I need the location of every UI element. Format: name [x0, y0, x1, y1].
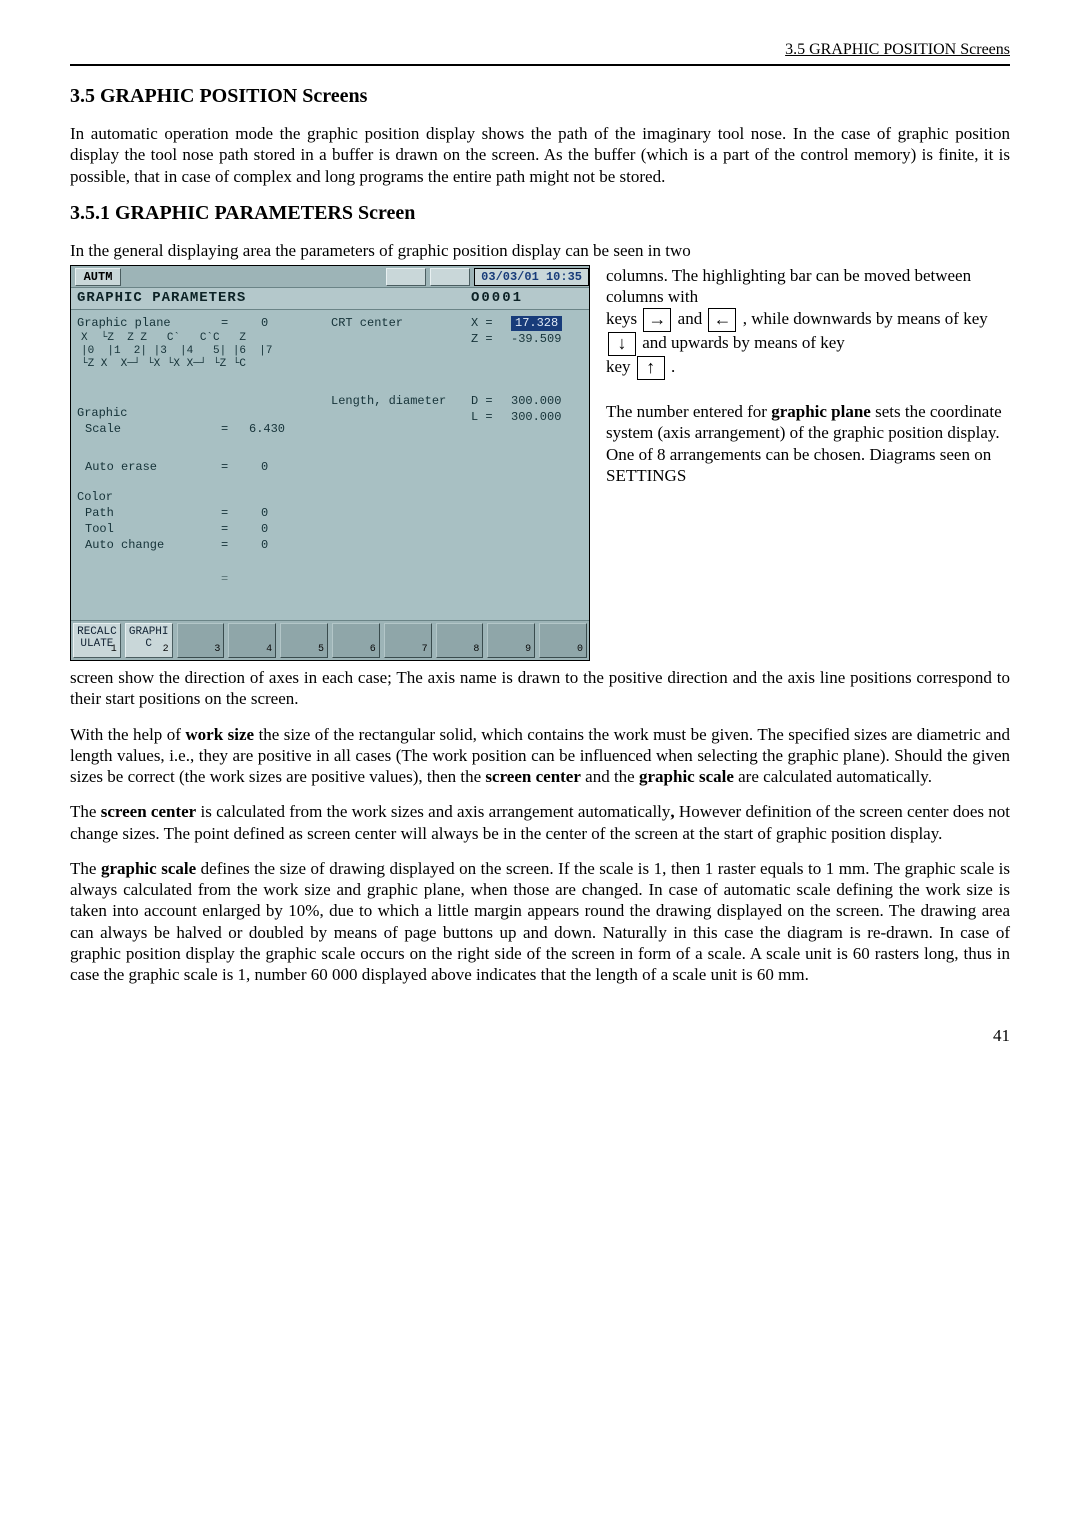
side-1d: .	[671, 357, 675, 376]
para-5: The screen center is calculated from the…	[70, 801, 1010, 844]
side-2a: The number entered for	[606, 402, 771, 421]
lbl-color: Color	[77, 490, 113, 505]
crt-screenshot: AUTM 03/03/01 10:35 GRAPHIC PARAMETERS O…	[70, 265, 590, 661]
lbl-length-dia: Length, diameter	[331, 394, 446, 409]
val-z: -39.509	[511, 332, 561, 347]
side-keys-post: , while downwards by means of key	[743, 309, 988, 328]
bold-graphic-plane: graphic plane	[771, 402, 871, 421]
arrow-down-icon: ↓	[608, 332, 636, 356]
bold-graphic-scale-2: graphic scale	[101, 859, 196, 878]
plane-ascii-grid: X └Z Z Z C` C`C Z |0 |1 2| |3 |4 5| |6 |…	[81, 332, 272, 371]
bold-screen-center-2: screen center	[101, 802, 197, 821]
fkey-4[interactable]: 4	[228, 623, 276, 658]
arrow-right-icon: →	[643, 308, 671, 332]
blank-slot-2	[430, 268, 470, 286]
lbl-auto-change: Auto change	[85, 538, 164, 553]
lbl-zeq: Z =	[471, 332, 493, 347]
val-graphic-plane: 0	[261, 316, 268, 331]
screen-title: GRAPHIC PARAMETERS	[77, 290, 246, 308]
crt-fkey-bar: RECALCULATE1 GRAPHIC2 3 4 5 6 7 8 9 0	[71, 620, 589, 660]
lbl-path: Path	[85, 506, 114, 521]
val-d: 300.000	[511, 394, 561, 409]
arrow-left-icon: ←	[708, 308, 736, 332]
bold-screen-center-1: screen center	[485, 767, 581, 786]
lbl-crt-center: CRT center	[331, 316, 403, 331]
header-rule	[70, 64, 1010, 66]
val-x[interactable]: 17.328	[511, 316, 562, 331]
val-path: 0	[261, 506, 268, 521]
para-lead: In the general displaying area the param…	[70, 240, 1010, 261]
side-keys-pre: keys	[606, 309, 637, 328]
arrow-up-icon: ↑	[637, 356, 665, 380]
fkey-7[interactable]: 7	[384, 623, 432, 658]
fkey-8[interactable]: 8	[436, 623, 484, 658]
side-1c: and upwards by means of key	[642, 333, 845, 352]
lbl-graphic: Graphic	[77, 406, 127, 421]
para-intro: In automatic operation mode the graphic …	[70, 123, 1010, 187]
lbl-auto-erase: Auto erase	[85, 460, 157, 475]
program-number: O0001	[471, 290, 523, 308]
lbl-graphic-plane: Graphic plane	[77, 316, 171, 331]
blank-slot-1	[386, 268, 426, 286]
fkey-6[interactable]: 6	[332, 623, 380, 658]
clock: 03/03/01 10:35	[474, 268, 589, 286]
lbl-xeq: X =	[471, 316, 493, 331]
heading-3-5: 3.5 GRAPHIC POSITION Screens	[70, 84, 1010, 109]
fkey-0[interactable]: 0	[539, 623, 587, 658]
lbl-tool: Tool	[85, 522, 114, 537]
lbl-leq: L =	[471, 410, 493, 425]
para-6: The graphic scale defines the size of dr…	[70, 858, 1010, 986]
heading-3-5-1: 3.5.1 GRAPHIC PARAMETERS Screen	[70, 201, 1010, 226]
fkey-5[interactable]: 5	[280, 623, 328, 658]
val-l: 300.000	[511, 410, 561, 425]
mode-button[interactable]: AUTM	[75, 268, 121, 286]
crt-title-row: GRAPHIC PARAMETERS O0001	[71, 288, 589, 310]
page-number: 41	[70, 1025, 1010, 1046]
header-section-ref: 3.5 GRAPHIC POSITION Screens	[70, 40, 1010, 60]
crt-topbar: AUTM 03/03/01 10:35	[71, 266, 589, 288]
val-auto-erase: 0	[261, 460, 268, 475]
bold-work-size: work size	[185, 725, 254, 744]
lbl-scale: Scale	[85, 422, 121, 437]
side-1a: columns. The highlighting bar can be mov…	[606, 266, 971, 306]
val-tool: 0	[261, 522, 268, 537]
lbl-deq: D =	[471, 394, 493, 409]
fkey-1[interactable]: RECALCULATE1	[73, 623, 121, 658]
val-scale: 6.430	[249, 422, 285, 437]
bold-graphic-scale-1: graphic scale	[639, 767, 734, 786]
fkey-9[interactable]: 9	[487, 623, 535, 658]
para-3: screen show the direction of axes in eac…	[70, 667, 1010, 710]
fkey-2[interactable]: GRAPHIC2	[125, 623, 173, 658]
val-auto-change: 0	[261, 538, 268, 553]
side-keys-and: and	[678, 309, 703, 328]
fkey-3[interactable]: 3	[177, 623, 225, 658]
crt-body: Graphic plane = 0 CRT center X = 17.328 …	[71, 310, 589, 620]
para-4: With the help of work size the size of t…	[70, 724, 1010, 788]
